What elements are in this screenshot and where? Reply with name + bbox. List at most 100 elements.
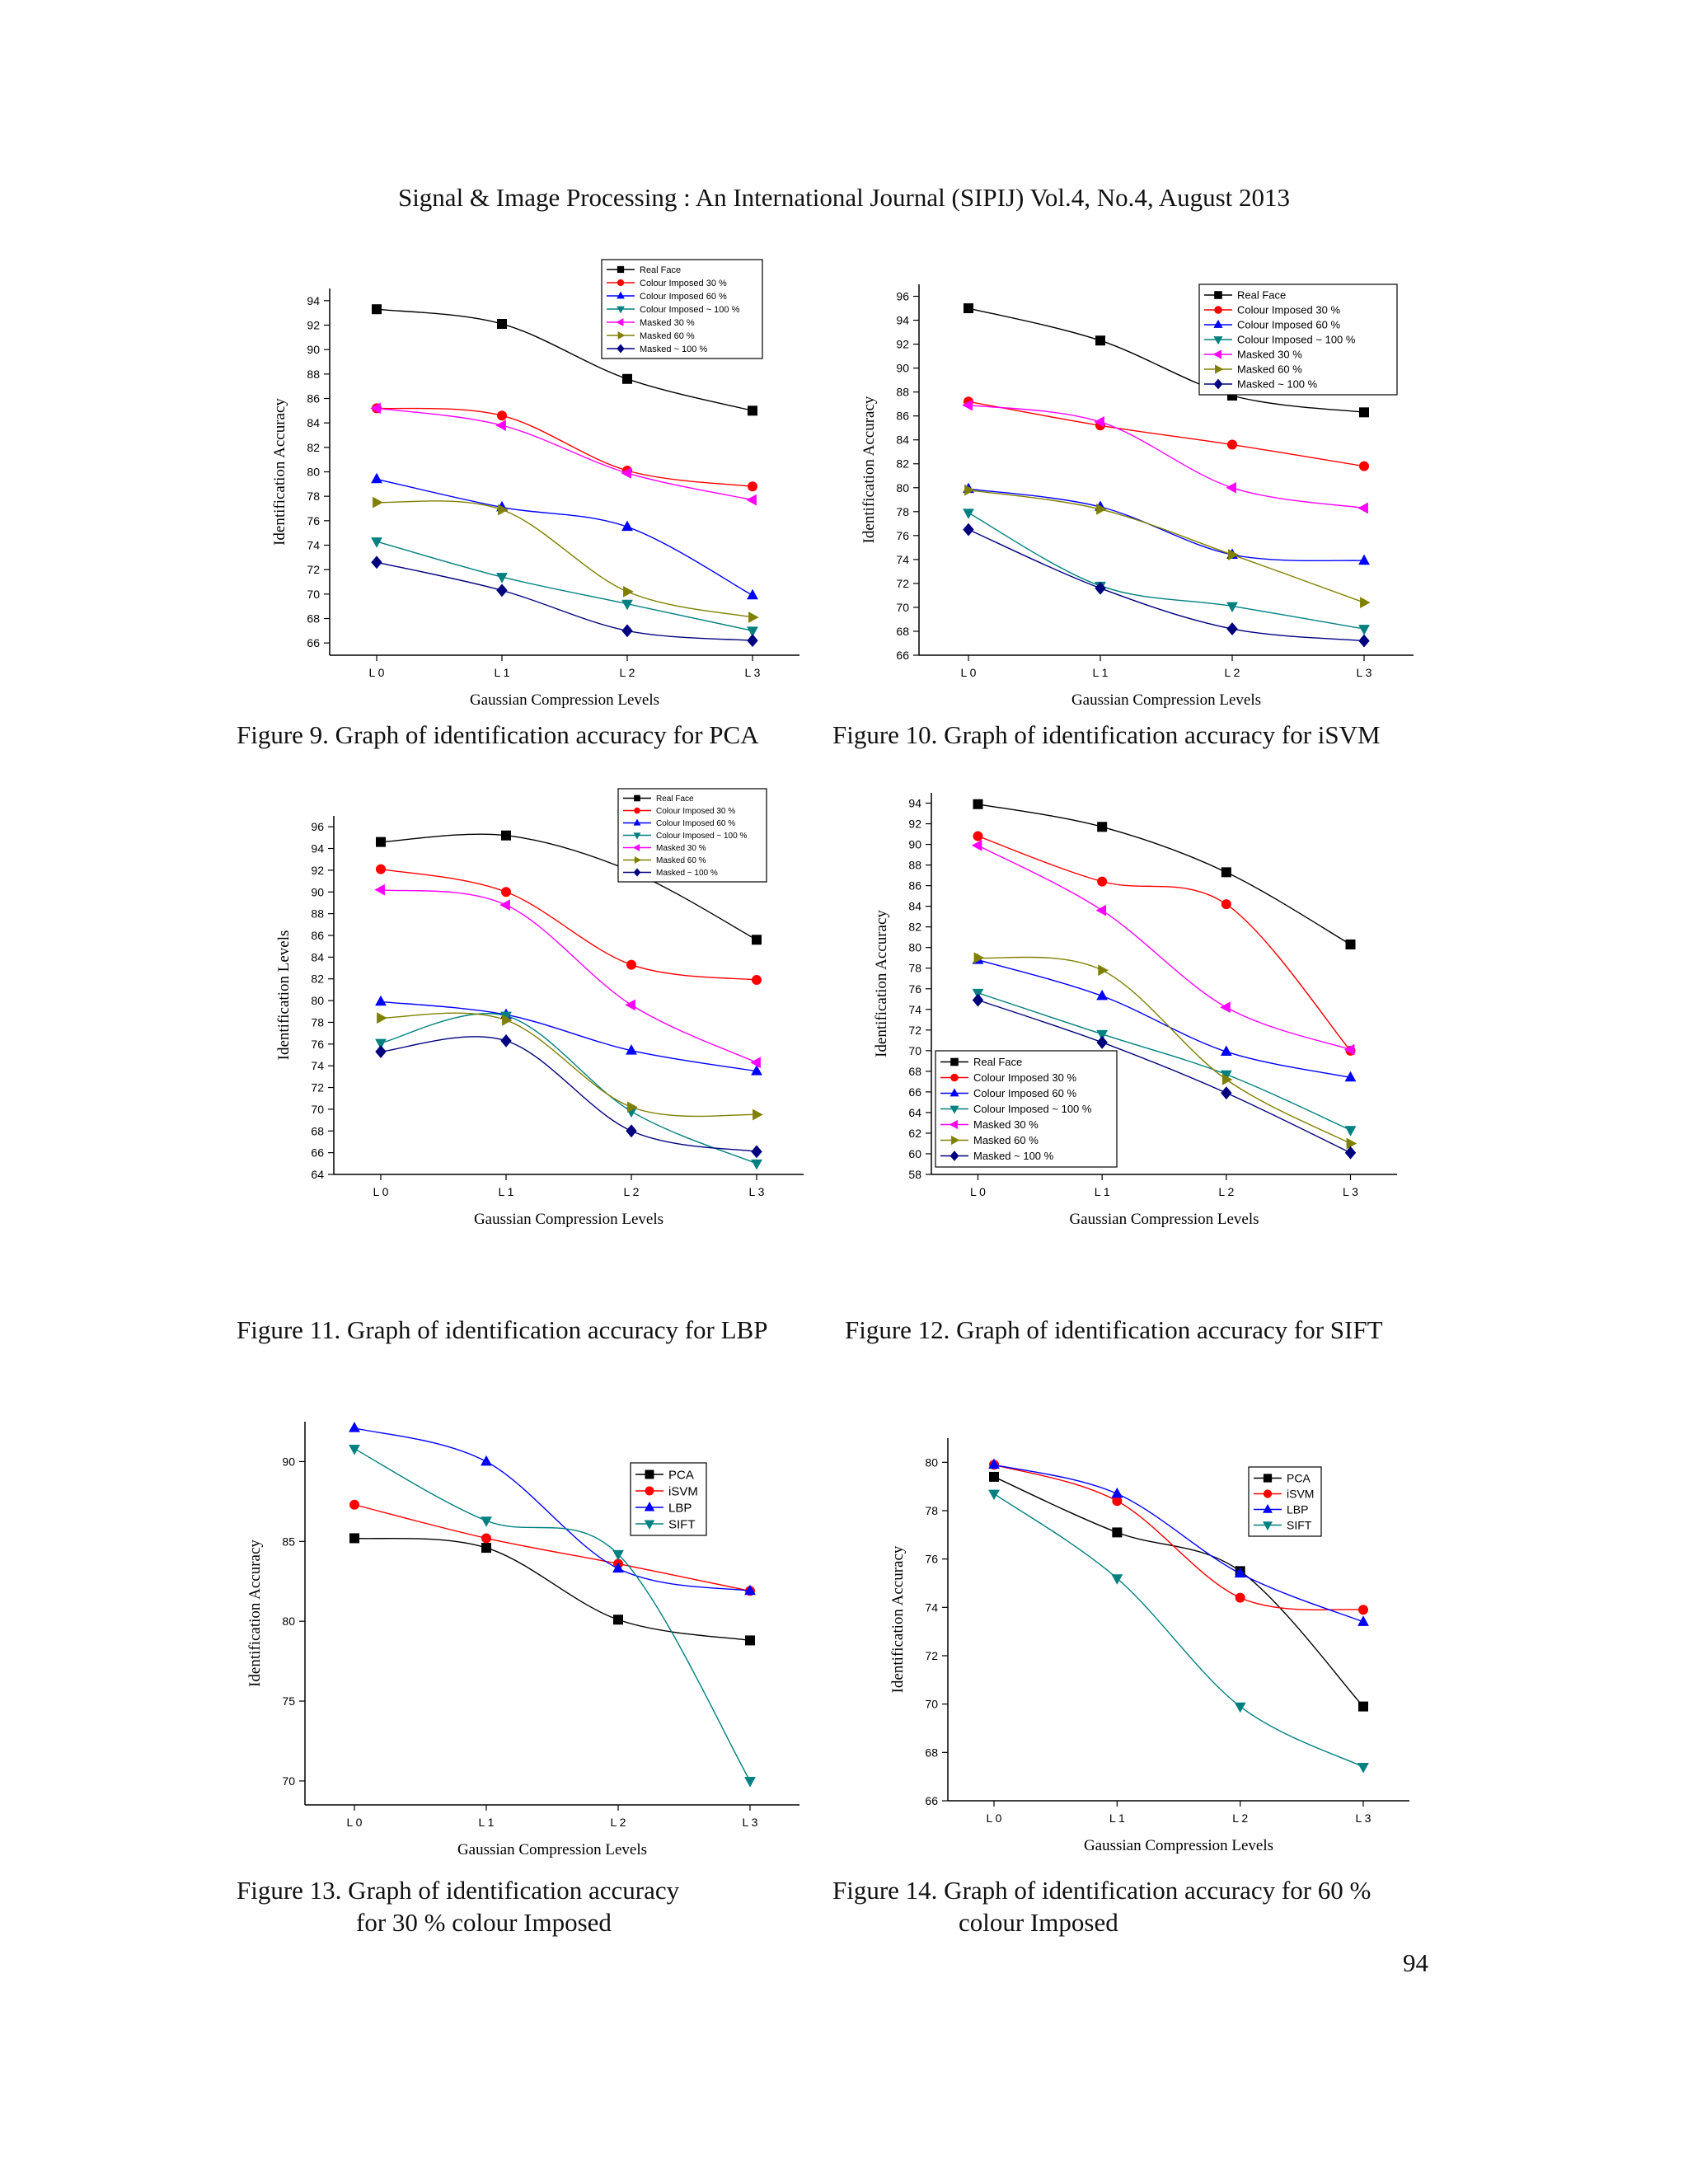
series-isvm: [989, 1460, 1368, 1615]
y-tick-label: 70: [908, 1044, 921, 1057]
y-tick-label: 80: [282, 1615, 295, 1628]
x-tick-label: L 1: [1109, 1811, 1125, 1825]
y-tick-label: 84: [307, 416, 320, 429]
y-tick-label: 72: [925, 1649, 938, 1662]
legend-marker: [617, 279, 625, 287]
legend-label: iSVM: [668, 1484, 698, 1498]
chart-svg: 58 60 62 64 66 68 70 72 74 76 78 80 82 84 86 88 90 92 94 L …: [873, 793, 1397, 1228]
legend-entry: Colour Imposed 30 %: [623, 807, 735, 816]
data-point: [752, 975, 762, 986]
series-pca: [349, 1533, 755, 1646]
data-point: [376, 837, 386, 847]
y-tick-label: 74: [896, 553, 909, 566]
figure-10-caption: Figure 10. Graph of identification accur…: [832, 720, 1381, 749]
y-tick-label: 70: [925, 1698, 938, 1711]
y-tick-label: 86: [908, 879, 921, 893]
legend-marker: [1213, 378, 1223, 390]
data-point: [963, 523, 974, 537]
y-tick-label: 68: [307, 612, 320, 626]
y-tick-label: 68: [908, 1065, 921, 1078]
y-tick-label: 82: [307, 441, 320, 454]
x-tick-label: L 3: [749, 1185, 765, 1198]
y-tick-label: 84: [896, 434, 909, 447]
data-point: [971, 839, 982, 851]
y-axis-label: Identification Accuracy: [873, 910, 890, 1057]
data-point: [349, 1445, 360, 1455]
data-point: [623, 585, 634, 598]
series-masked-100-: [375, 1033, 762, 1159]
data-point: [375, 1045, 387, 1058]
legend-marker: [633, 844, 640, 851]
data-point: [1095, 581, 1106, 595]
data-point: [1358, 1701, 1368, 1712]
legend-entry: Real Face: [607, 265, 681, 275]
legend-label: Colour Imposed 60 %: [973, 1087, 1076, 1099]
legend-label: Colour Imposed ~ 100 %: [640, 305, 740, 315]
y-tick-label: 86: [896, 410, 909, 423]
y-tick-label: 66: [908, 1085, 921, 1099]
legend-marker: [1213, 319, 1223, 328]
series-line: [376, 407, 753, 501]
legend-marker: [634, 856, 641, 864]
legend-marker: [1213, 336, 1223, 345]
legend-entry: Masked 60 %: [623, 856, 706, 865]
data-point: [747, 588, 758, 600]
data-point: [481, 1543, 491, 1554]
y-tick-label: 74: [925, 1601, 938, 1614]
y-tick-label: 76: [896, 529, 909, 542]
legend-label: Colour Imposed 60 %: [1237, 319, 1340, 331]
data-point: [375, 1038, 387, 1050]
series-line: [993, 1464, 1364, 1611]
figure-11-caption: Figure 11. Graph of identification accur…: [237, 1315, 768, 1344]
series-masked-100-: [963, 523, 1370, 648]
data-point: [748, 405, 757, 416]
x-tick-label: L 2: [1218, 1185, 1234, 1198]
data-point: [989, 1471, 999, 1482]
data-point: [1094, 416, 1104, 428]
data-point: [1221, 899, 1231, 910]
data-point: [1358, 634, 1370, 648]
y-tick-label: 85: [282, 1535, 295, 1548]
legend-label: Masked ~ 100 %: [973, 1150, 1054, 1162]
y-tick-label: 72: [307, 563, 320, 576]
legend-marker: [616, 318, 624, 326]
legend-marker: [1263, 1474, 1273, 1483]
legend-label: Masked 30 %: [1237, 349, 1302, 361]
legend-entry: Masked 30 %: [940, 1118, 1039, 1131]
data-point: [1358, 625, 1370, 635]
data-point: [502, 1014, 513, 1026]
axes: 66 68 70 72 74 76 78 80 82 84 86 88 90 92 94 96 L 0 L 1 L …: [896, 284, 1414, 679]
series-colour-imposed-100-: [375, 1011, 762, 1170]
data-point: [495, 419, 506, 432]
x-tick-label: L 1: [495, 666, 510, 679]
x-axis-label: Gaussian Compression Levels: [1084, 1837, 1273, 1854]
series-line: [978, 956, 1351, 1145]
legend-label: Masked 30 %: [656, 844, 706, 853]
x-tick-label: L 1: [1093, 666, 1109, 679]
data-point: [371, 555, 382, 569]
y-tick-label: 74: [311, 1059, 324, 1072]
data-point: [751, 1145, 762, 1159]
legend-marker: [617, 344, 625, 354]
journal-header: Signal & Image Processing : An Internati…: [397, 183, 1291, 212]
data-point: [1226, 622, 1238, 635]
y-tick-label: 90: [896, 362, 909, 375]
legend-label: Masked 60 %: [1237, 363, 1302, 376]
legend-entry: Masked 30 %: [1204, 349, 1302, 361]
data-point: [349, 1499, 359, 1510]
legend-entry: Masked 30 %: [607, 318, 695, 328]
data-point: [349, 1533, 359, 1544]
legend-entry: Masked ~ 100 %: [623, 868, 718, 878]
legend-marker: [617, 291, 625, 299]
legend-label: Colour Imposed ~ 100 %: [973, 1103, 1092, 1115]
y-tick-label: 76: [908, 982, 921, 996]
legend-marker: [633, 868, 641, 877]
y-tick-label: 58: [908, 1168, 921, 1181]
y-tick-label: 82: [896, 457, 909, 471]
figure-13-caption-line1: Figure 13. Graph of identification accur…: [237, 1876, 680, 1905]
data-point: [1235, 1592, 1245, 1603]
y-tick-label: 90: [311, 885, 324, 898]
data-point: [964, 303, 973, 314]
series-masked-30-: [374, 883, 761, 1069]
series-real-face: [973, 799, 1356, 949]
